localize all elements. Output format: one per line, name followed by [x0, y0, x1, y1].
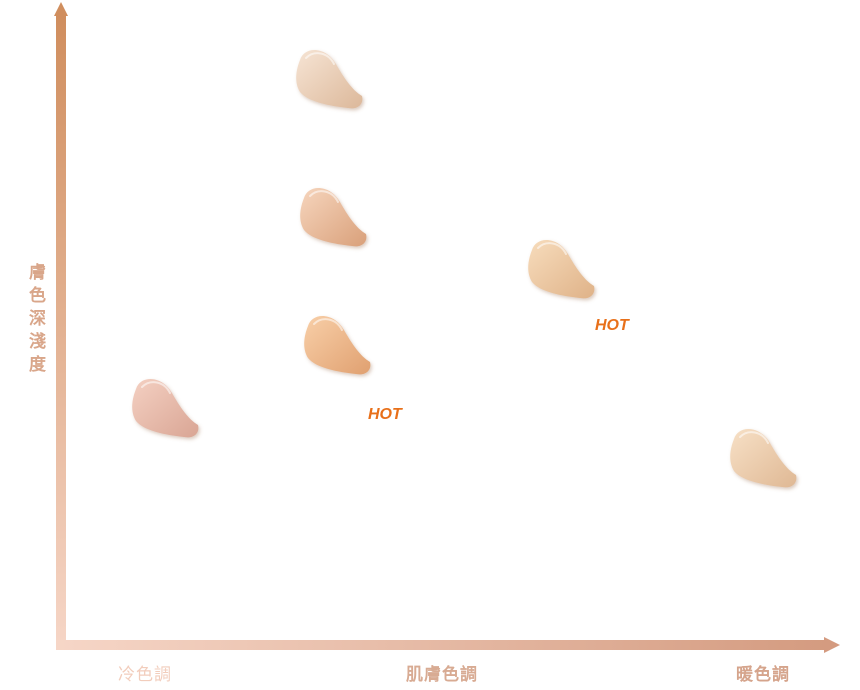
swatch-4-highlight: [141, 381, 171, 394]
swatch-6: [730, 428, 797, 488]
y-axis-arrow: [54, 2, 68, 16]
swatch-5: [528, 239, 595, 299]
hot-badge: HOT: [368, 406, 402, 423]
x-axis-arrow: [824, 637, 840, 653]
x-axis-line: [56, 640, 826, 650]
swatch-5-highlight: [537, 242, 567, 255]
hot-badge: HOT: [595, 317, 629, 334]
swatch-1: [296, 49, 363, 109]
x-axis-label-center: 肌膚色調: [406, 665, 478, 685]
swatch-4: [132, 378, 199, 438]
swatch-1-highlight: [305, 52, 335, 65]
y-axis-line: [56, 14, 66, 650]
x-axis-label-warm: 暖色調: [736, 665, 790, 685]
swatch-2-highlight: [309, 190, 339, 203]
y-axis-label: 膚色深淺度: [29, 263, 47, 375]
swatch-6-highlight: [739, 431, 769, 444]
swatch-2: [300, 187, 367, 247]
swatch-3: [304, 315, 371, 375]
x-axis-label-cool: 冷色調: [118, 665, 172, 685]
swatch-3-highlight: [313, 318, 343, 331]
